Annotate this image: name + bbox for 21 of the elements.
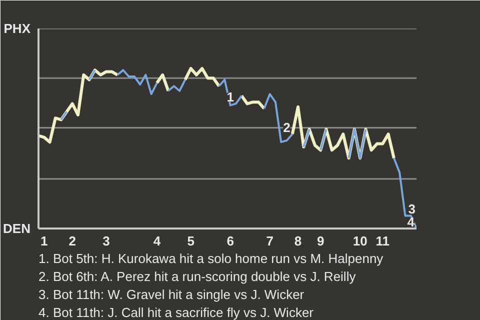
x-tick-label: 3 — [102, 234, 110, 248]
x-tick-label: 10 — [352, 234, 368, 248]
x-tick-label: 6 — [226, 234, 234, 248]
text: 2. Bot 6th: A. Perez hit a run-scoring double vs J. Reilly — [38, 269, 356, 284]
text: 3. Bot 11th: W. Gravel hit a single vs J. Wicker — [38, 287, 305, 302]
text: DEN — [3, 221, 31, 236]
x-tick-label: 11 — [376, 234, 390, 248]
x-tick-label: 7 — [266, 234, 274, 248]
text: 1. Bot 5th: H. Kurokawa hit a solo home run vs M. Halpenny — [38, 251, 384, 266]
x-tick-label: 4 — [153, 234, 162, 248]
x-tick-label: 9 — [316, 234, 324, 248]
annotation: 2 — [283, 120, 290, 136]
x-tick-label: 8 — [294, 234, 302, 248]
text: PHX — [4, 21, 31, 36]
x-tick-label: 5 — [187, 234, 194, 248]
annotation: 3 — [408, 202, 416, 217]
x-tick-label: 1 — [40, 234, 48, 248]
x-tick-label: 2 — [68, 234, 76, 248]
annotation: 1 — [226, 90, 234, 105]
text: 4. Bot 11th: J. Call hit a sacrifice fly vs J. Wicker — [38, 305, 314, 320]
annotation: 4 — [407, 214, 416, 230]
